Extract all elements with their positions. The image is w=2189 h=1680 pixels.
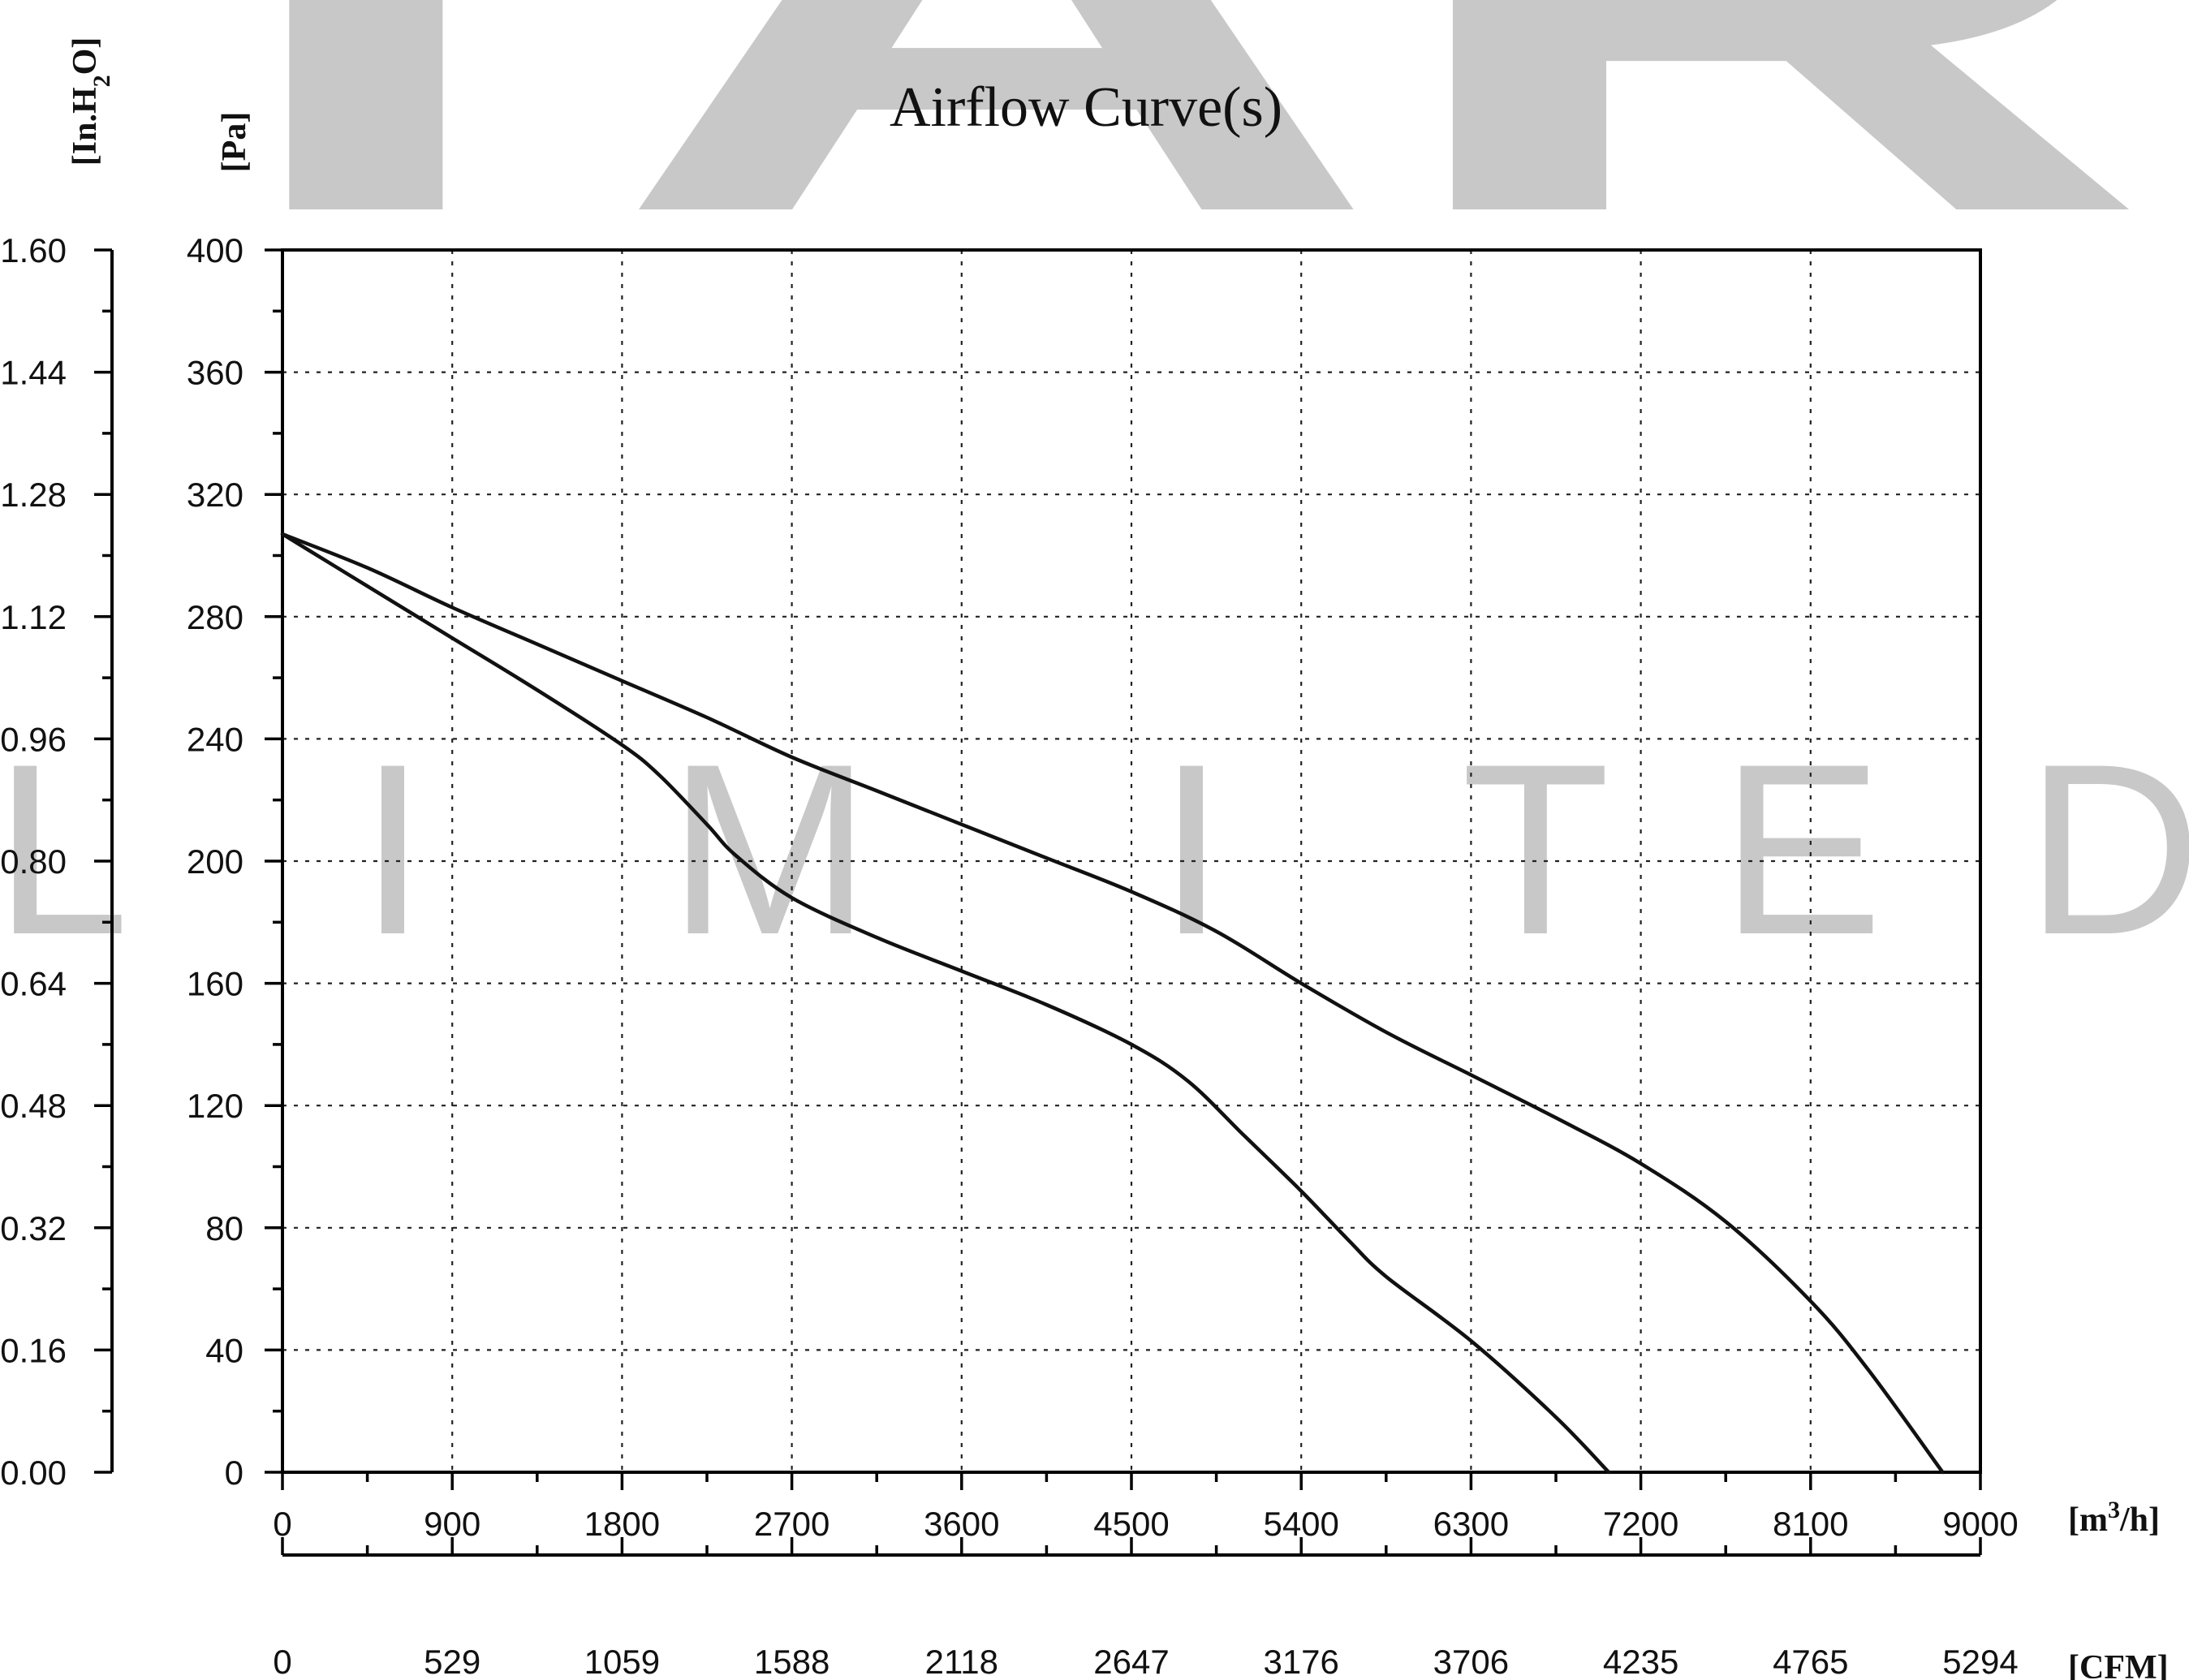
y-tick-label: 360 — [187, 354, 243, 392]
airflow-curve-1 — [280, 532, 1945, 1475]
y-axis-unit-inh2o: [In.H2O] — [67, 37, 115, 166]
x-axis-unit-cfm: [CFM] — [2068, 1649, 2169, 1680]
y-tick-label: 240 — [187, 720, 243, 758]
x-tick-label: 3600 — [924, 1505, 999, 1543]
x-tick-label: 6300 — [1433, 1505, 1509, 1543]
cfm-tick-label: 4765 — [1773, 1643, 1848, 1680]
inh2o-tick-label: 0.96 — [0, 720, 67, 758]
chart-title: Airflow Curve(s) — [890, 76, 1282, 139]
cfm-tick-label: 529 — [424, 1643, 480, 1680]
inh2o-tick-label: 0.16 — [0, 1331, 67, 1369]
y-tick-label: 0 — [225, 1454, 243, 1492]
y-tick-label: 320 — [187, 476, 243, 514]
y-tick-label: 120 — [187, 1087, 243, 1125]
x-tick-label: 7200 — [1603, 1505, 1678, 1543]
y-tick-label: 160 — [187, 965, 243, 1003]
cfm-tick-label: 4235 — [1603, 1643, 1678, 1680]
watermark-letter: D — [2026, 713, 2189, 985]
curves — [280, 532, 1945, 1475]
y-axis-unit-pa: [Pa] — [216, 112, 253, 173]
cfm-tick-label: 3706 — [1433, 1643, 1509, 1680]
inh2o-tick-label: 1.60 — [0, 231, 67, 269]
grid — [282, 250, 1980, 1472]
inh2o-tick-label: 0.64 — [0, 965, 67, 1003]
watermark-letter: I — [1157, 713, 1225, 985]
x-tick-label: 900 — [424, 1505, 480, 1543]
inh2o-tick-label: 1.12 — [0, 598, 67, 636]
inh2o-tick-label: 0.48 — [0, 1087, 67, 1125]
cfm-tick-label: 3176 — [1263, 1643, 1338, 1680]
cfm-tick-label: 1588 — [754, 1643, 829, 1680]
cfm-tick-label: 2647 — [1093, 1643, 1169, 1680]
cfm-tick-label: 5294 — [1942, 1643, 2018, 1680]
ticks: 0 900 1800 2700 3600 4500 5400 6300 7200 8100 9000… — [0, 231, 2018, 1680]
inh2o-tick-label: 1.44 — [0, 354, 67, 392]
airflow-curve-2 — [280, 532, 1611, 1475]
y-tick-label: 80 — [205, 1209, 243, 1247]
cfm-tick-label: 2118 — [925, 1643, 998, 1680]
x-tick-label: 1800 — [584, 1505, 660, 1543]
watermark-top-text: TAR — [41, 0, 2151, 330]
x-tick-label: 2700 — [754, 1505, 829, 1543]
x-tick-label: 5400 — [1263, 1505, 1338, 1543]
x-axis-unit-m3h: [m3/h] — [2068, 1497, 2160, 1540]
x-tick-label: 0 — [273, 1505, 291, 1543]
watermark-letter: M — [668, 713, 871, 985]
x-tick-label: 8100 — [1773, 1505, 1848, 1543]
inh2o-tick-label: 0.00 — [0, 1454, 67, 1492]
y-tick-label: 400 — [187, 231, 243, 269]
y-tick-label: 200 — [187, 842, 243, 881]
cfm-tick-label: 0 — [273, 1643, 291, 1680]
inh2o-tick-label: 0.32 — [0, 1209, 67, 1247]
watermark-letter: I — [359, 713, 426, 985]
inh2o-tick-label: 0.80 — [0, 842, 67, 881]
cfm-tick-label: 1059 — [584, 1643, 660, 1680]
watermark-letter: T — [1461, 713, 1609, 985]
y-tick-label: 40 — [205, 1331, 243, 1369]
x-tick-label: 9000 — [1942, 1505, 2018, 1543]
inh2o-tick-label: 1.28 — [0, 476, 67, 514]
y-tick-label: 280 — [187, 598, 243, 636]
x-tick-label: 4500 — [1093, 1505, 1169, 1543]
watermark-letter: E — [1721, 713, 1883, 985]
watermark-letter: L — [0, 713, 129, 985]
